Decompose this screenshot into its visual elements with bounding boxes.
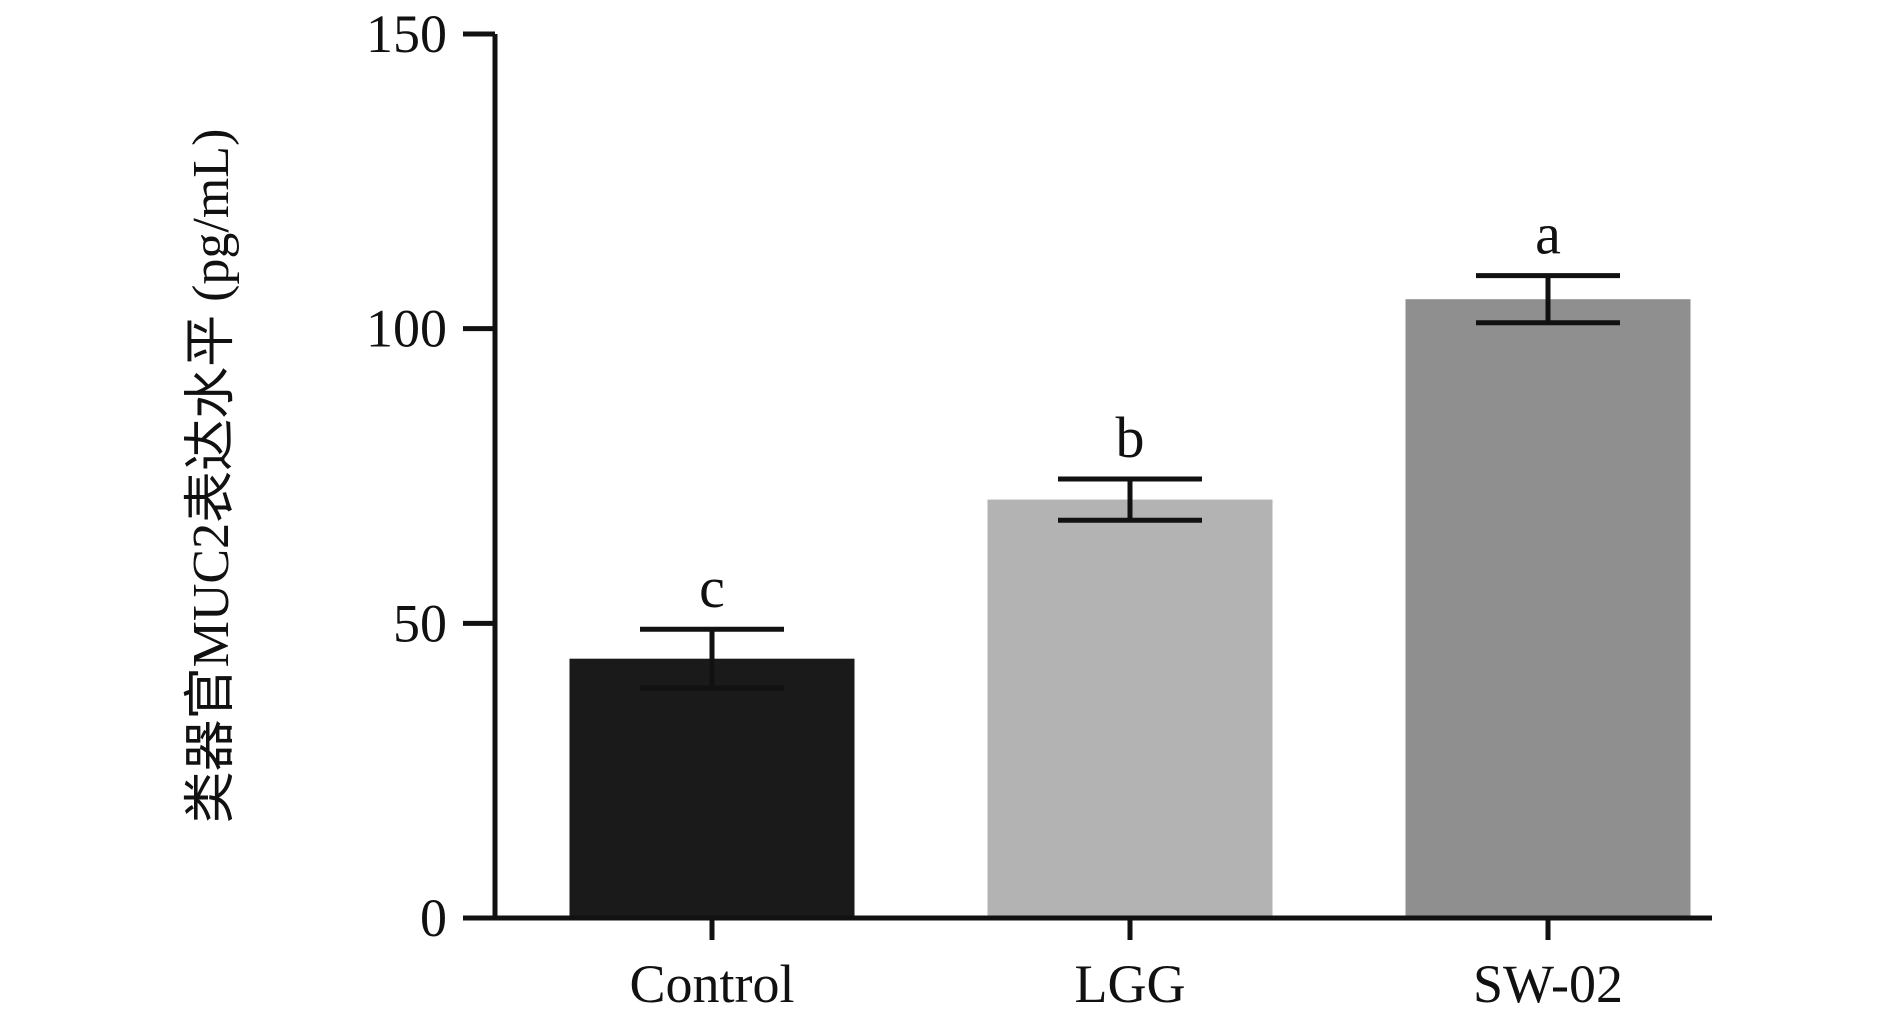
bar-sw-02 — [1405, 299, 1691, 918]
y-tick-label: 150 — [366, 4, 447, 64]
x-tick-label: LGG — [1075, 954, 1186, 1014]
significance-letter: a — [1535, 202, 1561, 267]
bar-control — [569, 658, 855, 918]
bar-lgg — [987, 499, 1273, 918]
y-tick-label: 0 — [420, 888, 447, 948]
y-axis-label: 类器官MUC2表达水平 (pg/mL) — [183, 129, 240, 824]
significance-letter: c — [699, 555, 725, 620]
y-tick-label: 50 — [393, 593, 447, 653]
x-tick-label: SW-02 — [1473, 954, 1623, 1014]
x-tick-label: Control — [629, 954, 794, 1014]
significance-letter: b — [1116, 405, 1145, 470]
y-tick-label: 100 — [366, 299, 447, 359]
